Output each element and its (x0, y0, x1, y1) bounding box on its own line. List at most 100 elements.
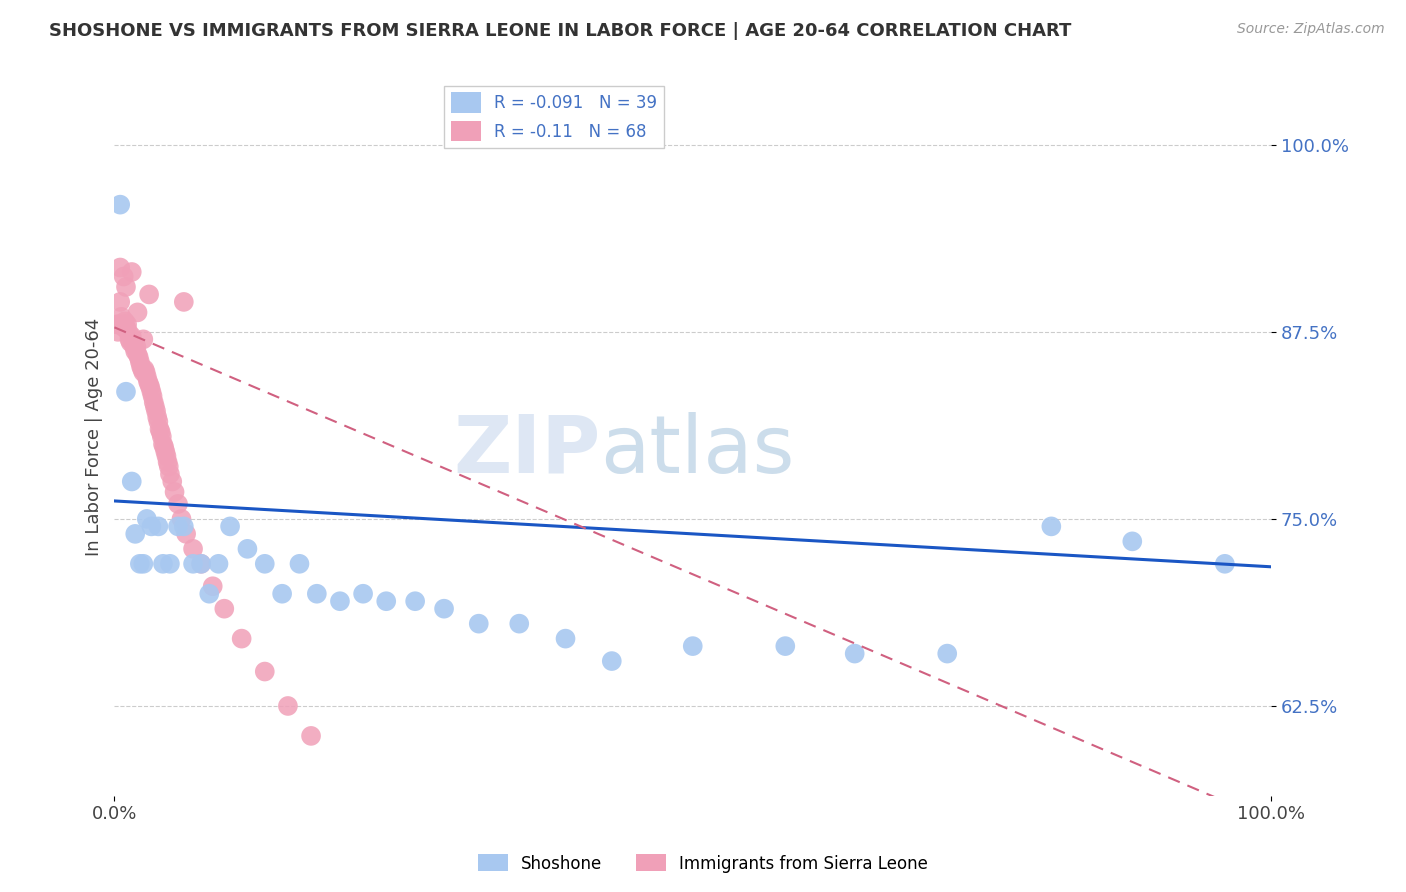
Point (155, 449, 177, 463)
Point (174, 527, 197, 541)
Point (127, 347, 149, 361)
Point (128, 355, 150, 369)
Point (135, 365, 157, 379)
Point (1121, 534, 1143, 549)
Point (155, 444, 177, 458)
Text: Source: ZipAtlas.com: Source: ZipAtlas.com (1237, 22, 1385, 37)
Point (299, 729, 322, 743)
Point (329, 594, 352, 608)
Point (152, 437, 174, 451)
Point (148, 519, 170, 533)
Point (163, 485, 186, 500)
Point (288, 557, 311, 571)
Text: atlas: atlas (600, 412, 794, 490)
Point (114, 314, 136, 328)
Point (122, 335, 145, 350)
Point (112, 269, 135, 284)
Point (152, 557, 174, 571)
Point (132, 365, 155, 379)
Point (136, 374, 159, 388)
Point (128, 351, 150, 365)
Point (198, 587, 221, 601)
Point (145, 404, 167, 418)
Point (170, 512, 193, 526)
Point (125, 340, 148, 354)
Point (122, 340, 145, 354)
Point (115, 384, 138, 399)
Point (112, 320, 135, 334)
Point (134, 362, 156, 376)
Point (108, 294, 131, 309)
Point (219, 519, 242, 533)
Point (108, 197, 131, 211)
Point (181, 541, 204, 556)
Point (844, 647, 866, 661)
Point (129, 359, 152, 374)
Point (146, 410, 169, 425)
Point (142, 389, 165, 403)
Point (141, 384, 163, 399)
Point (190, 557, 212, 571)
Y-axis label: In Labor Force | Age 20-64: In Labor Force | Age 20-64 (86, 318, 103, 556)
Point (135, 369, 157, 384)
Point (375, 594, 398, 608)
Point (132, 557, 155, 571)
Point (143, 400, 166, 414)
Point (271, 587, 294, 601)
Point (433, 601, 456, 615)
Point (253, 665, 276, 679)
Point (600, 654, 623, 668)
Point (124, 344, 146, 359)
Point (141, 519, 163, 533)
Point (108, 260, 131, 275)
Point (404, 594, 426, 608)
Point (682, 639, 704, 653)
Point (115, 318, 138, 332)
Point (135, 512, 157, 526)
Point (352, 587, 374, 601)
Point (132, 332, 155, 346)
Point (157, 459, 180, 474)
Point (554, 632, 576, 646)
Point (110, 310, 132, 324)
Point (468, 616, 491, 631)
Point (207, 557, 229, 571)
Point (138, 377, 160, 392)
Point (131, 362, 153, 376)
Point (775, 639, 797, 653)
Point (127, 305, 149, 319)
Point (149, 425, 172, 439)
Point (148, 422, 170, 436)
Point (107, 325, 129, 339)
Point (128, 557, 150, 571)
Legend: R = -0.091   N = 39, R = -0.11   N = 68: R = -0.091 N = 39, R = -0.11 N = 68 (444, 86, 664, 148)
Text: ZIP: ZIP (453, 412, 600, 490)
Point (121, 329, 143, 343)
Point (236, 541, 259, 556)
Point (201, 579, 224, 593)
Point (150, 429, 173, 443)
Point (277, 698, 299, 713)
Point (173, 519, 195, 533)
Point (138, 287, 160, 301)
Point (111, 318, 134, 332)
Text: SHOSHONE VS IMMIGRANTS FROM SIERRA LEONE IN LABOR FORCE | AGE 20-64 CORRELATION : SHOSHONE VS IMMIGRANTS FROM SIERRA LEONE… (49, 22, 1071, 40)
Point (142, 395, 165, 409)
Point (159, 557, 181, 571)
Point (105, 318, 128, 332)
Point (121, 265, 143, 279)
Point (148, 415, 170, 429)
Point (1213, 557, 1236, 571)
Point (121, 475, 143, 489)
Point (156, 455, 179, 469)
Point (118, 332, 141, 346)
Point (139, 380, 162, 394)
Point (159, 467, 181, 481)
Point (936, 647, 959, 661)
Point (115, 280, 138, 294)
Point (167, 519, 190, 533)
Point (117, 325, 139, 339)
Point (120, 335, 142, 350)
Point (115, 320, 138, 334)
Point (1040, 519, 1063, 533)
